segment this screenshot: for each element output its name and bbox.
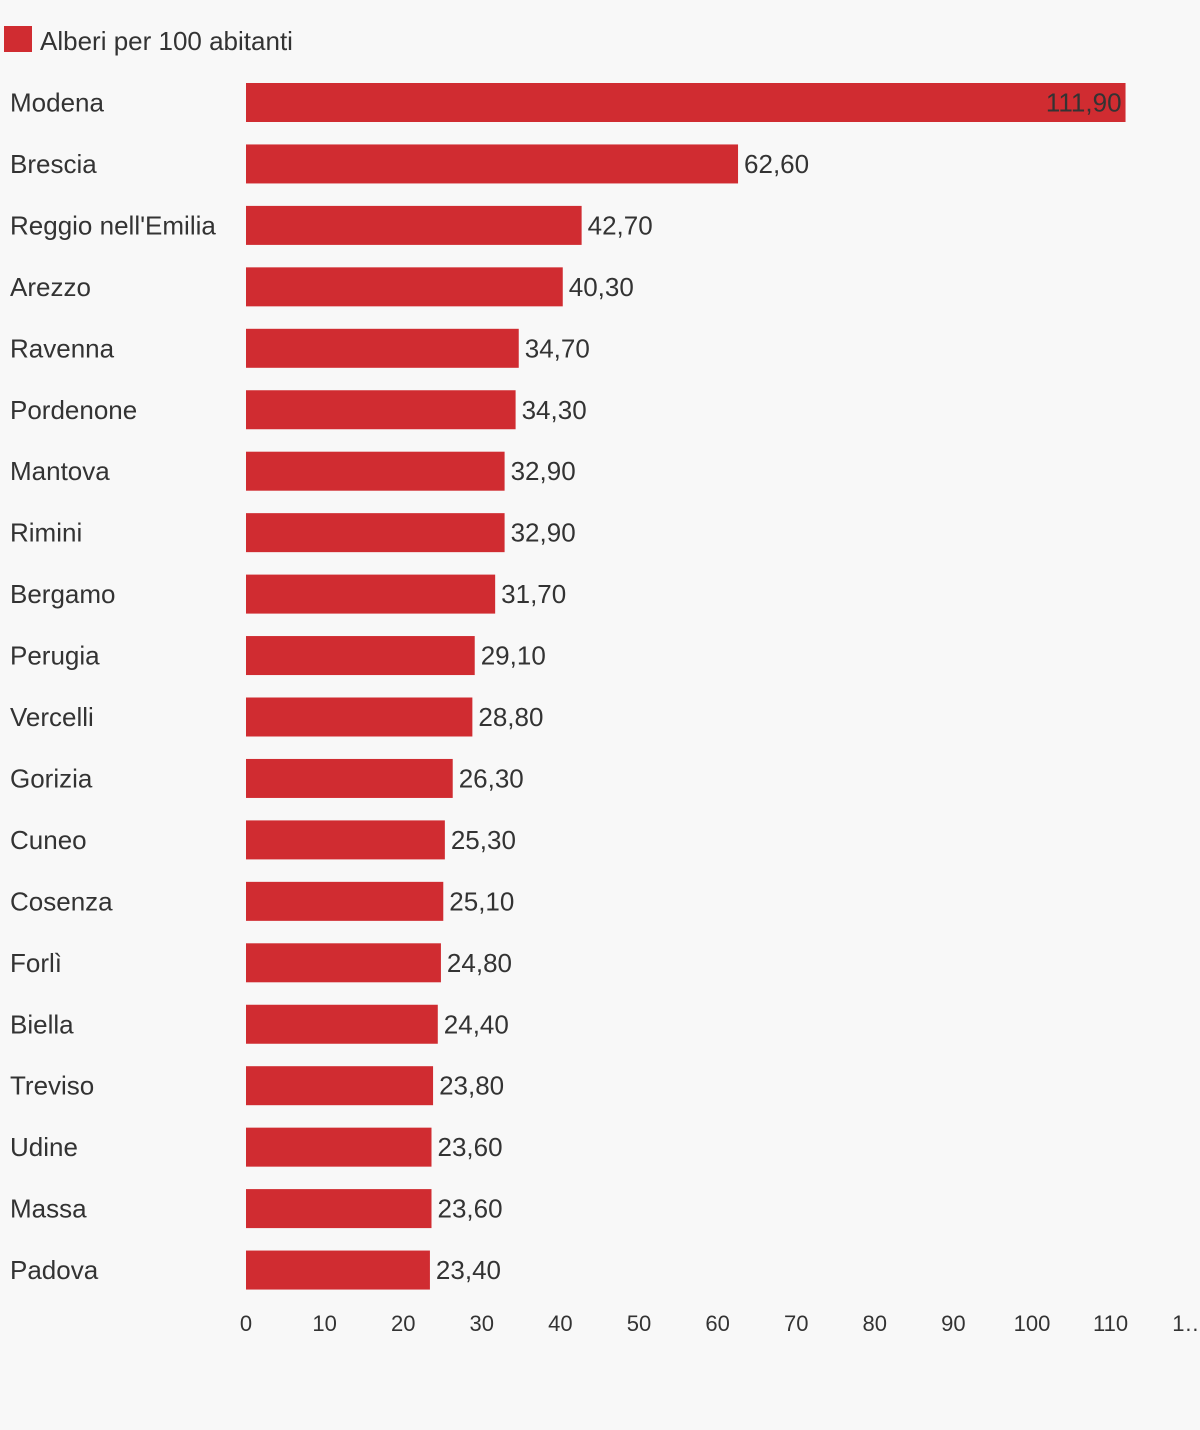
x-tick-label: 80 xyxy=(863,1311,887,1336)
x-tick-label: 20 xyxy=(391,1311,415,1336)
x-tick-label: 100 xyxy=(1014,1311,1051,1336)
bar xyxy=(246,881,444,921)
bar xyxy=(246,1127,432,1167)
category-label: Rimini xyxy=(10,518,82,548)
category-label: Biella xyxy=(10,1009,74,1039)
category-label: Padova xyxy=(10,1255,99,1285)
x-axis: 0 10 20 30 40 50 60 70 80 90 100 110 1… xyxy=(240,1311,1200,1336)
bar xyxy=(246,636,475,676)
bar xyxy=(246,820,445,860)
category-label: Ravenna xyxy=(10,333,115,363)
bar xyxy=(246,697,473,737)
category-label: Reggio nell'Emilia xyxy=(10,210,216,240)
category-label: Cuneo xyxy=(10,825,87,855)
category-label: Brescia xyxy=(10,149,97,179)
category-labels: Modena Brescia Reggio nell'Emilia Arezzo Rav… xyxy=(10,88,216,1286)
x-tick-label: 30 xyxy=(470,1311,494,1336)
bar xyxy=(246,943,441,983)
bar xyxy=(246,758,453,798)
legend-swatch xyxy=(4,26,32,52)
category-label: Udine xyxy=(10,1132,78,1162)
value-label: 34,30 xyxy=(522,395,587,425)
bar xyxy=(246,1189,432,1229)
x-tick-label: 50 xyxy=(627,1311,651,1336)
value-label: 24,80 xyxy=(447,948,512,978)
category-label: Bergamo xyxy=(10,579,116,609)
x-tick-label: 40 xyxy=(548,1311,572,1336)
bar xyxy=(246,328,519,368)
category-label: Pordenone xyxy=(10,395,137,425)
bar xyxy=(246,144,739,184)
value-label: 23,80 xyxy=(439,1071,504,1101)
value-label: 26,30 xyxy=(459,763,524,793)
bar xyxy=(246,1066,434,1106)
value-label: 42,70 xyxy=(588,210,653,240)
x-tick-label: 90 xyxy=(941,1311,965,1336)
bar xyxy=(246,267,563,307)
bar xyxy=(246,390,516,430)
value-label: 32,90 xyxy=(511,456,576,486)
value-label: 40,30 xyxy=(569,272,634,302)
legend-label: Alberi per 100 abitanti xyxy=(40,26,293,56)
category-label: Gorizia xyxy=(10,763,93,793)
x-tick-label: 1… xyxy=(1172,1311,1200,1336)
x-tick-label: 10 xyxy=(312,1311,336,1336)
x-tick-label: 60 xyxy=(705,1311,729,1336)
value-label: 62,60 xyxy=(744,149,809,179)
value-label: 31,70 xyxy=(501,579,566,609)
bar xyxy=(246,1250,430,1290)
bars xyxy=(246,83,1126,1290)
value-label: 24,40 xyxy=(444,1009,509,1039)
category-label: Arezzo xyxy=(10,272,91,302)
bar xyxy=(246,1004,438,1044)
legend: Alberi per 100 abitanti xyxy=(4,26,293,56)
value-label: 23,60 xyxy=(437,1194,502,1224)
bar xyxy=(246,574,496,614)
bar xyxy=(246,513,505,553)
value-label: 25,10 xyxy=(449,886,514,916)
value-label: 28,80 xyxy=(478,702,543,732)
category-label: Modena xyxy=(10,88,104,118)
value-label: 23,40 xyxy=(436,1255,501,1285)
category-label: Massa xyxy=(10,1194,87,1224)
bar xyxy=(246,451,505,491)
value-label: 111,90 xyxy=(1046,88,1122,118)
x-tick-label: 70 xyxy=(784,1311,808,1336)
x-tick-label: 0 xyxy=(240,1311,252,1336)
category-label: Vercelli xyxy=(10,702,94,732)
category-label: Perugia xyxy=(10,641,100,671)
value-label: 34,70 xyxy=(525,333,590,363)
category-label: Mantova xyxy=(10,456,110,486)
value-label: 25,30 xyxy=(451,825,516,855)
value-label: 29,10 xyxy=(481,641,546,671)
category-label: Cosenza xyxy=(10,886,113,916)
x-tick-label: 110 xyxy=(1093,1311,1128,1336)
bar xyxy=(246,205,582,245)
value-label: 32,90 xyxy=(511,518,576,548)
value-label: 23,60 xyxy=(437,1132,502,1162)
category-label: Treviso xyxy=(10,1071,94,1101)
value-labels: 111,90 62,60 42,70 40,30 34,70 34,30 32,90 32,9… xyxy=(436,88,1122,1286)
category-label: Forlì xyxy=(10,948,62,978)
bar xyxy=(246,83,1126,122)
